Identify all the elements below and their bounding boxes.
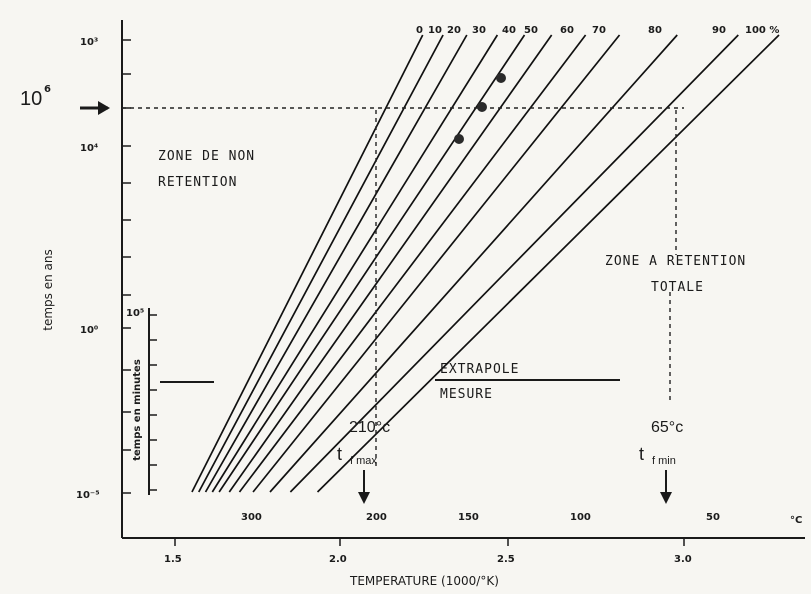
- x-top-tick-label: 300: [241, 512, 262, 523]
- series-label: 70: [592, 25, 606, 36]
- x-top-unit-label: °C: [790, 515, 802, 526]
- series-line: [252, 34, 621, 493]
- series-line: [218, 34, 526, 493]
- marker-10-6-base: 10: [20, 88, 42, 110]
- arrow-tmin: [660, 470, 672, 504]
- arrow-tmax: [358, 470, 370, 504]
- mesure-label: MESURE: [440, 387, 493, 402]
- y-left-ticks: [122, 39, 131, 494]
- y-inner-ticks: [149, 314, 157, 491]
- y-tick-label: 10⁰: [80, 325, 98, 336]
- series-label: 60: [560, 25, 574, 36]
- tmin-symbol: t: [639, 444, 644, 464]
- y-inner-tick-label: 10⁵: [126, 308, 144, 319]
- tmax-symbol: t: [337, 444, 342, 464]
- series-line: [204, 34, 468, 493]
- x-tick-label: 3.0: [674, 554, 692, 565]
- x-top-tick-label: 50: [706, 512, 720, 523]
- series-line: [269, 34, 678, 493]
- tmin-subscript: f min: [652, 455, 676, 467]
- x-top-tick-label: 200: [366, 512, 387, 523]
- tmax-subscript: f max: [350, 455, 377, 467]
- zone-non-retention-line1: ZONE DE NON: [158, 149, 255, 164]
- series-lines: [191, 34, 780, 493]
- series-line: [228, 34, 553, 493]
- series-label: 40: [502, 25, 516, 36]
- series-line: [238, 34, 587, 493]
- arrow-10-6: [80, 101, 110, 115]
- data-point: [454, 134, 464, 144]
- y-tick-label: 10⁻⁵: [76, 490, 100, 501]
- zone-retention-totale-line2: TOTALE: [651, 280, 704, 295]
- series-label: 100 %: [745, 25, 779, 36]
- y-inner-axis-label: temps en minutes: [132, 359, 143, 461]
- x-top-tick-label: 150: [458, 512, 479, 523]
- data-point: [496, 73, 506, 83]
- x-tick-label: 2.0: [329, 554, 347, 565]
- marker-10-6-exp: 6: [44, 84, 51, 95]
- series-line: [198, 34, 444, 493]
- series-label: 0: [416, 25, 423, 36]
- series-label: 20: [447, 25, 461, 36]
- x-tick-label: 1.5: [164, 554, 182, 565]
- series-label: 10: [428, 25, 442, 36]
- y-axis-label: temps en ans: [41, 249, 55, 330]
- series-label: 30: [472, 25, 486, 36]
- x-top-tick-label: 100: [570, 512, 591, 523]
- tmin-temp-label: 65°c: [651, 419, 683, 436]
- extrapole-label: EXTRAPOLE: [440, 362, 519, 377]
- x-ticks: [174, 538, 685, 546]
- series-label: 50: [524, 25, 538, 36]
- zone-retention-totale-line1: ZONE A RETENTION: [605, 254, 746, 269]
- series-label: 90: [712, 25, 726, 36]
- data-point: [477, 102, 487, 112]
- series-line: [289, 34, 739, 493]
- zone-non-retention-line2: RETENTION: [158, 175, 237, 190]
- y-tick-label: 10⁴: [80, 143, 98, 154]
- series-line: [191, 34, 424, 493]
- x-tick-label: 2.5: [497, 554, 515, 565]
- series-line: [211, 34, 499, 493]
- series-line: [316, 34, 780, 493]
- x-axis-label: TEMPERATURE (1000/°K): [349, 574, 499, 588]
- series-label: 80: [648, 25, 662, 36]
- series-labels: 0 10 20 30 40 50 60 70 80 90 100 %: [416, 25, 779, 36]
- y-tick-label: 10³: [80, 37, 98, 48]
- tmax-temp-label: 210°c: [349, 419, 390, 436]
